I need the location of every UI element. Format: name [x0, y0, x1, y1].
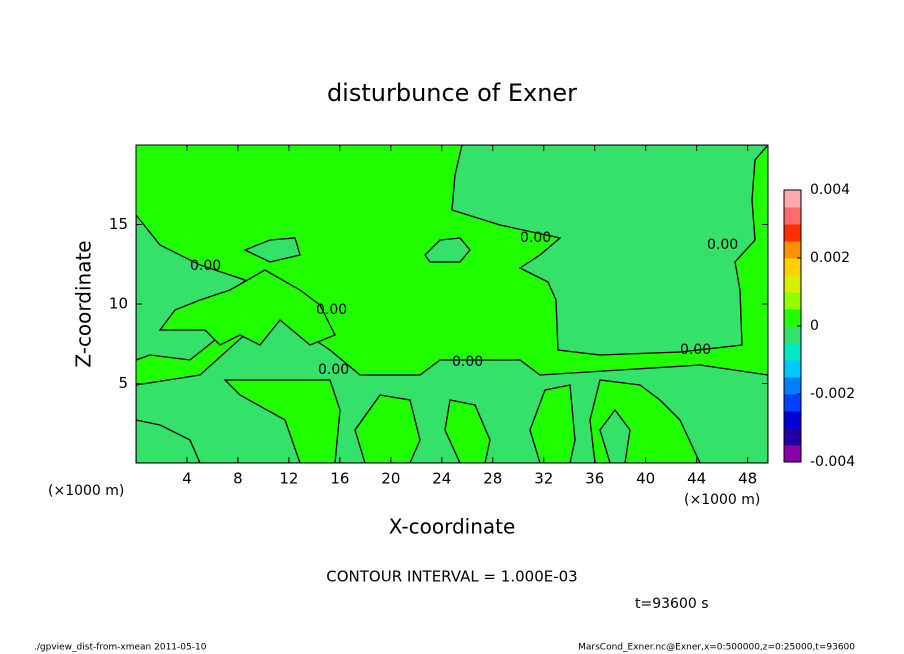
y-tick-label: 5 [118, 374, 128, 392]
colorbar-bin [784, 445, 801, 463]
x-tick-label: 32 [534, 470, 553, 488]
x-tick-label: 28 [483, 470, 502, 488]
footer-right: MarsCond_Exner.nc@Exner,x=0:500000,z=0:2… [578, 643, 855, 653]
colorbar-bin [784, 309, 801, 327]
contour-interval: CONTOUR INTERVAL = 1.000E-03 [326, 568, 577, 586]
colorbar-bin [784, 190, 801, 208]
colorbar-bin [784, 394, 801, 412]
chart-title: disturbunce of Exner [327, 79, 577, 107]
colorbar-bin [784, 275, 801, 293]
x-tick-label: 8 [233, 470, 243, 488]
time-label: t=93600 s [635, 596, 709, 612]
contour-label: 0.00 [316, 302, 347, 318]
y-axis-label: Z-coordinate [72, 240, 96, 367]
colorbar-label: 0 [810, 318, 819, 334]
x-tick-label: 16 [330, 470, 349, 488]
colorbar-label: 0.004 [810, 182, 850, 198]
y-tick-label: 15 [109, 215, 128, 233]
y-tick-label: 10 [109, 295, 128, 313]
colorbar-bin [784, 292, 801, 310]
x-tick-label: 12 [279, 470, 298, 488]
contour-label: 0.00 [190, 258, 221, 274]
colorbar-bin [784, 377, 801, 395]
colorbar-bin [784, 360, 801, 378]
colorbar-label: -0.002 [810, 386, 855, 402]
colorbar-label: -0.004 [810, 454, 855, 470]
contour-label: 0.00 [452, 354, 483, 370]
contour-label: 0.00 [520, 230, 551, 246]
x-tick-label: 24 [432, 470, 451, 488]
x-tick-label: 48 [738, 470, 757, 488]
colorbar-bin [784, 258, 801, 276]
x-tick-label: 44 [687, 470, 706, 488]
colorbar-bin [784, 241, 801, 259]
colorbar-bin [784, 326, 801, 344]
colorbar-bin [784, 411, 801, 429]
colorbar-bin [784, 224, 801, 242]
x-tick-label: 36 [585, 470, 604, 488]
contour-label: 0.00 [318, 362, 349, 378]
colorbar-bin [784, 428, 801, 446]
x-tick-label: 4 [182, 470, 192, 488]
x-axis-label: X-coordinate [389, 515, 516, 539]
y-unit: (×1000 m) [48, 483, 124, 499]
x-unit: (×1000 m) [684, 492, 760, 508]
footer-left: ./gpview_dist-from-xmean 2011-05-10 [34, 643, 207, 653]
x-tick-label: 20 [381, 470, 400, 488]
contour-label: 0.00 [680, 342, 711, 358]
x-tick-label: 40 [636, 470, 655, 488]
colorbar-bin [784, 207, 801, 225]
colorbar-label: 0.002 [810, 250, 850, 266]
contour-label: 0.00 [707, 237, 738, 253]
contour-regions [136, 145, 768, 463]
colorbar-bin [784, 343, 801, 361]
